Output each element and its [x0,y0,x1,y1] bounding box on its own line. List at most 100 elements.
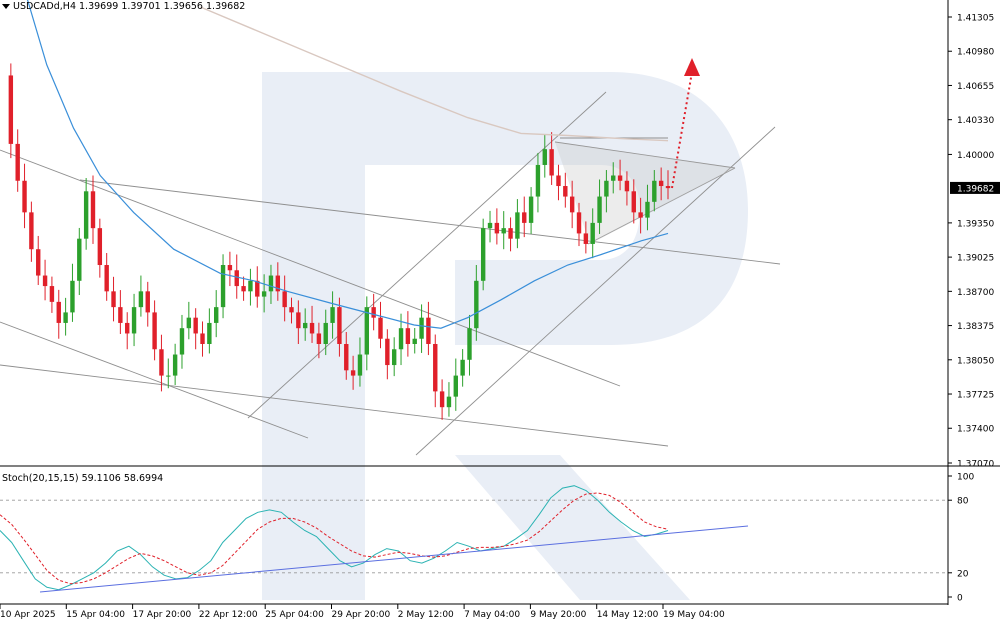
candle-body [549,149,554,176]
candle-body [159,349,164,376]
candle-body [645,201,650,218]
candle-body [29,212,34,250]
symbol-header: USDCADd,H4 1.39699 1.39701 1.39656 1.396… [2,1,245,12]
candle-body [323,322,328,344]
candle-body [282,291,287,308]
candle-body [63,312,68,323]
candle-body [467,328,472,360]
x-tick-label: 14 May 12:00 [597,610,659,620]
y-tick-label: 1.38050 [957,356,994,366]
candle-body [542,149,547,165]
candle-body [576,212,582,234]
x-tick-label: 2 May 12:00 [398,610,454,620]
candle-body [453,375,458,397]
x-tick-label: 29 Apr 20:00 [332,610,391,620]
candle-body [624,180,630,192]
y-tick-label: 1.39350 [957,219,994,229]
candle-body [166,375,171,377]
candle-body [111,291,116,308]
candle-body [90,191,96,229]
trend-line [587,167,736,245]
candle-body [83,191,89,239]
stochastic-panel [0,485,948,593]
candle-body [652,180,657,202]
candle-body [597,196,602,223]
stoch-y-tick-label: 20 [957,569,969,579]
candle-body [172,354,178,376]
candle-body [638,212,643,218]
candle-body [446,396,452,408]
y-tick-label: 1.38700 [957,288,994,298]
last-price-label: 1.39682 [957,184,994,194]
candle-body [350,370,356,376]
candle-body [125,322,130,334]
candle-body [302,322,308,329]
candle-body [460,359,465,376]
candle-body [8,75,14,144]
x-tick-label: 15 Apr 04:00 [66,610,125,620]
candle-body [118,307,123,323]
candle-body [385,338,390,366]
watermark-shape [262,72,748,465]
candle-body [528,196,534,223]
candle-body [49,286,55,302]
candle-body [261,291,267,297]
open-value: 1.39699 [79,1,119,12]
stoch-signal-line [0,492,669,585]
stoch-y-tick-label: 100 [957,473,974,483]
watermark-logo [262,72,748,600]
x-tick-label: 22 Apr 12:00 [199,610,258,620]
candle-body [487,222,493,229]
y-tick-label: 1.41305 [957,14,994,24]
x-tick-label: 19 May 04:00 [663,610,725,620]
candle-body [556,175,561,187]
y-tick-label: 1.40000 [957,151,994,161]
candle-body [22,180,27,213]
forecast-arrowhead [684,58,700,76]
candle-body [631,191,636,213]
y-tick-label: 1.40980 [957,48,994,58]
y-tick-label: 1.40330 [957,116,994,126]
candle-body [508,228,513,239]
candle-body [583,233,589,244]
candle-body [590,222,595,244]
candle-body [344,343,349,371]
candle-body [179,328,185,355]
candle-body [398,328,404,350]
candle-body [563,186,568,197]
stoch-trend-line [39,525,749,593]
candle-body [433,343,438,392]
candle-body [378,317,383,339]
candle-body [617,175,623,181]
candle-body [371,307,376,318]
candle-body [207,322,212,344]
y-tick-label: 1.38375 [957,322,994,332]
stoch-y-tick-label: 80 [957,497,969,507]
x-tick-label: 10 Apr 2025 [0,610,56,620]
y-tick-label: 1.39025 [957,254,994,264]
candle-body [152,312,157,350]
candle-body [234,270,239,287]
trend-line [247,91,607,419]
candle-body [658,180,664,187]
candle-body [494,222,500,234]
candle-body [419,317,424,339]
candle-body [337,307,342,344]
stoch-signal-value: 58.6994 [123,473,164,484]
candle-body [214,307,219,323]
x-tick-label: 7 May 04:00 [464,610,520,620]
candle-body [316,333,322,344]
y-tick-label: 1.37725 [957,391,994,401]
candle-body [70,280,75,313]
candle-body [131,307,137,334]
candle-body [220,265,226,308]
trend-line [554,141,736,169]
candle-body [56,301,61,323]
collapse-triangle-icon[interactable] [2,4,10,9]
candle-body [391,349,397,366]
last-price-box [950,181,1000,194]
candle-body [357,354,363,376]
candle-body [200,333,205,344]
